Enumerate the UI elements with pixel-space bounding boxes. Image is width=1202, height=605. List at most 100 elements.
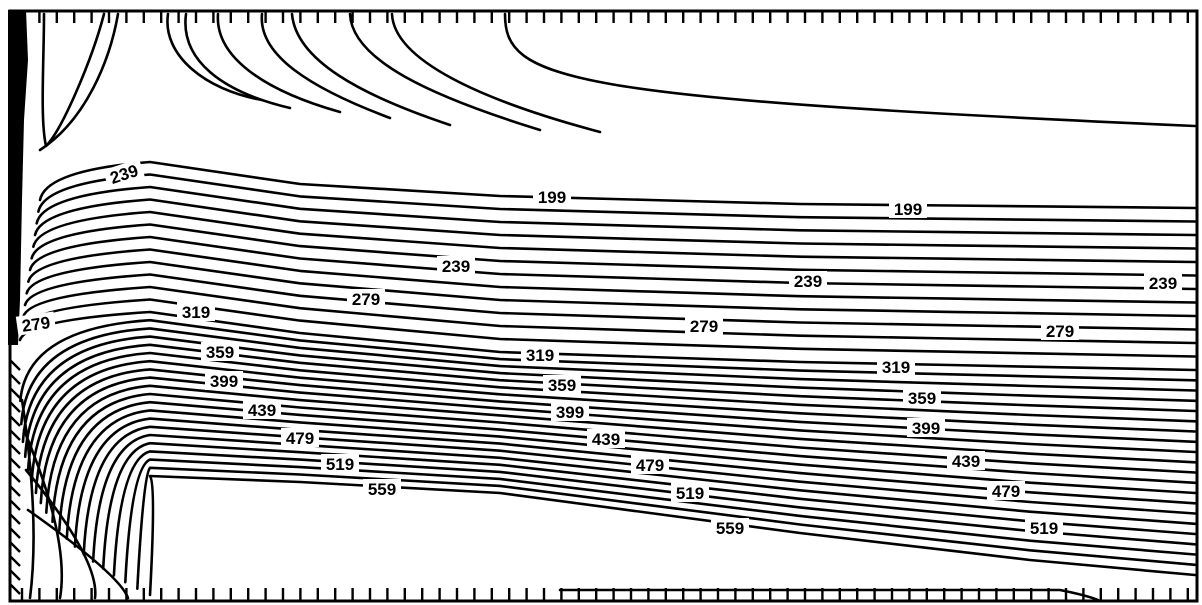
contour-label: 319 (877, 357, 915, 377)
contour-label: 239 (1144, 273, 1182, 293)
contour-line (26, 508, 130, 600)
contour-label-text: 479 (636, 456, 664, 475)
contour-label-bg (1144, 273, 1182, 292)
contour-line (45, 384, 1197, 515)
contour-label: 479 (987, 481, 1025, 501)
contour-label-text: 399 (912, 419, 940, 438)
contour-label-bg (903, 388, 941, 407)
left-hatch (9, 527, 21, 539)
contour-label-text: 279 (352, 290, 380, 309)
contour-label-text: 239 (1149, 274, 1177, 293)
contour-label-bg (551, 402, 589, 421)
contour-label-text: 279 (690, 317, 718, 336)
left-hatch (9, 359, 21, 371)
contour-line (558, 588, 1102, 603)
contour-label-bg (437, 256, 475, 275)
contour-line (65, 409, 1197, 540)
contour-label-bg (243, 400, 281, 419)
contour-label: 359 (903, 388, 941, 408)
contour-label: 519 (671, 483, 709, 503)
contour-label-bg (907, 418, 945, 437)
left-hatch (9, 443, 21, 455)
contour-label-text: 519 (676, 484, 704, 503)
contour-line (184, 12, 292, 110)
contour-label-bg (671, 483, 709, 502)
contour-line (30, 223, 1197, 277)
contour-line (35, 185, 1197, 237)
contour-label-text: 359 (206, 343, 234, 362)
contour-line (41, 12, 106, 148)
contour-line (38, 160, 1197, 210)
contour-label-bg (177, 302, 215, 321)
contour-label-text: 479 (992, 482, 1020, 501)
contour-label-text: 319 (182, 303, 210, 322)
contour-label-text: 319 (882, 358, 910, 377)
contour-label-text: 359 (548, 376, 576, 395)
left-hatch (9, 541, 21, 553)
contour-label-bg (543, 375, 581, 394)
contour-label-bg (205, 371, 243, 390)
contour-label: 279 (15, 311, 57, 336)
contour-line (34, 368, 1197, 495)
left-hatch (9, 401, 21, 413)
contour-label: 519 (1025, 518, 1063, 538)
contour-line (58, 400, 1197, 532)
contour-line (23, 343, 1197, 459)
contour-line (73, 417, 1197, 548)
contour-line (124, 458, 1197, 584)
contour-label: 439 (587, 429, 625, 449)
contour-label-bg (102, 158, 145, 189)
left-hatch (9, 513, 21, 525)
contour-line (51, 392, 1197, 524)
contour-label-bg (685, 316, 723, 335)
contour-label: 319 (521, 345, 559, 365)
contour-label-text: 479 (286, 429, 314, 448)
contour-label-bg (889, 199, 927, 218)
contour-line (32, 210, 1197, 264)
contour-label-text: 359 (908, 389, 936, 408)
left-hatch (9, 415, 21, 427)
contour-label: 439 (243, 400, 281, 420)
contour-line (33, 198, 1197, 250)
contour-label-bg (789, 271, 827, 290)
contour-label-text: 239 (442, 257, 470, 276)
contour-label-bg (347, 289, 385, 308)
contour-label: 279 (685, 316, 723, 336)
contour-line (26, 351, 1197, 472)
contour-label-text: 279 (21, 313, 52, 336)
contour-label-text: 439 (248, 401, 276, 420)
contour-label: 319 (177, 302, 215, 322)
contour-line (136, 466, 1197, 590)
contour-label: 359 (201, 342, 239, 362)
contour-label-text: 199 (894, 200, 922, 219)
contour-label-bg (947, 451, 985, 470)
contour-label-text: 319 (526, 346, 554, 365)
contour-label-bg (1041, 321, 1079, 340)
contour-label-bg (15, 311, 57, 336)
contour-label-text: 399 (210, 372, 238, 391)
contour-label: 559 (711, 518, 749, 538)
contour-label-text: 439 (952, 452, 980, 471)
contour-line (166, 12, 264, 102)
contour-label-text: 279 (1046, 322, 1074, 341)
left-wall-band (8, 10, 28, 345)
contour-label-bg (363, 479, 401, 498)
contour-line (148, 474, 1197, 597)
left-hatch (9, 471, 21, 483)
contour-label-text: 519 (1030, 519, 1058, 538)
contour-label-text: 559 (716, 519, 744, 538)
left-hatch (9, 499, 21, 511)
contour-label: 399 (205, 371, 243, 391)
contour-line (22, 285, 1197, 345)
contour-label: 439 (947, 451, 985, 471)
contour-label: 479 (281, 428, 319, 448)
contour-label-bg (711, 518, 749, 537)
contour-label-bg (631, 455, 669, 474)
contour-line (112, 450, 1197, 577)
contour-label-bg (587, 429, 625, 448)
contour-label-bg (987, 481, 1025, 500)
contour-label-bg (533, 187, 571, 206)
contour-line (39, 376, 1197, 505)
left-hatch (9, 569, 21, 581)
